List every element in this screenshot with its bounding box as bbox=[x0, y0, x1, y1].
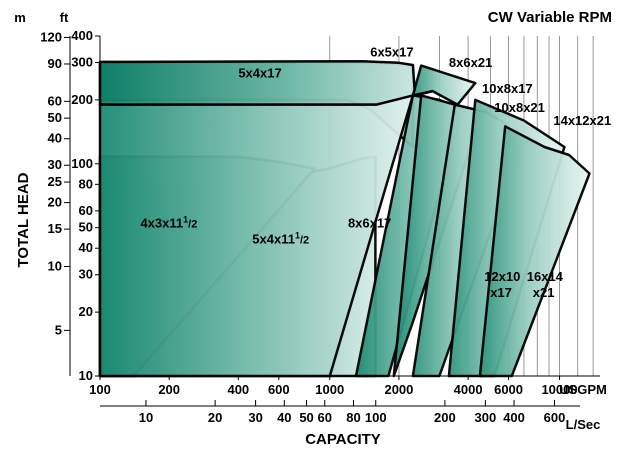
m-tick-label: 5 bbox=[55, 322, 62, 337]
usgpm-tick-label: 100 bbox=[89, 382, 111, 397]
axes: 120 90 60 50 40 30 25 20 15 10 5 400 300 200 100 80 60 50… bbox=[40, 28, 600, 425]
curve-label: 5x4x111/2 bbox=[252, 231, 309, 247]
lsec-tick-label: 400 bbox=[503, 410, 525, 425]
ft-tick-label: 40 bbox=[79, 240, 93, 255]
curve-label: 8x6x17 bbox=[348, 216, 391, 231]
curve-label: 14x12x21 bbox=[553, 113, 611, 128]
lsec-tick-label: 300 bbox=[475, 410, 497, 425]
lsec-tick-label: 40 bbox=[277, 410, 291, 425]
curve-label: 6x5x17 bbox=[370, 45, 413, 60]
curve-label-line2: x21 bbox=[533, 285, 555, 300]
m-tick-label: 90 bbox=[48, 56, 62, 71]
y-left-unit: m bbox=[14, 10, 26, 25]
lsec-tick-label: 20 bbox=[208, 410, 222, 425]
usgpm-tick-label: 200 bbox=[158, 382, 180, 397]
m-tick-label: 40 bbox=[48, 131, 62, 146]
usgpm-tick-label: 600 bbox=[268, 382, 290, 397]
m-tick-label: 60 bbox=[48, 93, 62, 108]
ft-tick-label: 100 bbox=[71, 156, 93, 171]
usgpm-tick-label: 2000 bbox=[384, 382, 413, 397]
ft-tick-label: 200 bbox=[71, 92, 93, 107]
chart-title: CW Variable RPM bbox=[488, 9, 612, 26]
x-bottom-unit: L/Sec bbox=[566, 417, 601, 432]
m-tick-label: 10 bbox=[48, 258, 62, 273]
m-tick-label: 50 bbox=[48, 110, 62, 125]
usgpm-tick-label: 1000 bbox=[315, 382, 344, 397]
usgpm-tick-label: 400 bbox=[227, 382, 249, 397]
curve-label: 10x8x17 bbox=[482, 81, 533, 96]
curve-8x6x21 bbox=[411, 64, 477, 106]
m-tick-label: 20 bbox=[48, 195, 62, 210]
lsec-tick-label: 10 bbox=[139, 410, 153, 425]
curve-label: 10x8x21 bbox=[494, 100, 545, 115]
usgpm-tick-label: 6000 bbox=[494, 382, 523, 397]
m-tick-label: 15 bbox=[48, 221, 62, 236]
curve-label-line2: x17 bbox=[490, 285, 512, 300]
curve-label: 8x6x21 bbox=[449, 55, 492, 70]
usgpm-tick-label: 4000 bbox=[454, 382, 483, 397]
lsec-tick-label: 80 bbox=[346, 410, 360, 425]
x-axis-title: CAPACITY bbox=[305, 431, 381, 448]
curve-label: 5x4x17 bbox=[238, 65, 281, 80]
ft-tick-label: 10 bbox=[79, 368, 93, 383]
ft-tick-label: 60 bbox=[79, 203, 93, 218]
y-axis-title: TOTAL HEAD bbox=[15, 172, 32, 267]
x-top-unit: USGPM bbox=[559, 382, 607, 397]
ft-tick-label: 400 bbox=[71, 28, 93, 43]
lsec-tick-label: 50 bbox=[299, 410, 313, 425]
usgpm-tick-label: 10000 bbox=[541, 382, 577, 397]
curve-label: 16x14 bbox=[527, 269, 564, 284]
lsec-tick-label: 600 bbox=[544, 410, 566, 425]
lsec-tick-label: 200 bbox=[434, 410, 456, 425]
ft-tick-label: 80 bbox=[79, 176, 93, 191]
m-tick-label: 25 bbox=[48, 174, 62, 189]
labels: 4x3x111/2 5x4x17 6x5x17 5x4x111/2 8x6x17 8x6x… bbox=[140, 45, 611, 301]
curves bbox=[98, 60, 591, 378]
ft-tick-label: 20 bbox=[79, 304, 93, 319]
y-right-unit: ft bbox=[60, 10, 69, 25]
m-tick-label: 30 bbox=[48, 157, 62, 172]
m-tick-label: 120 bbox=[40, 29, 62, 44]
lsec-tick-label: 30 bbox=[248, 410, 262, 425]
ft-tick-label: 300 bbox=[71, 55, 93, 70]
curve-label: 4x3x111/2 bbox=[140, 215, 197, 231]
ft-tick-label: 50 bbox=[79, 220, 93, 235]
lsec-tick-label: 60 bbox=[318, 410, 332, 425]
ft-tick-label: 30 bbox=[79, 267, 93, 282]
lsec-tick-label: 100 bbox=[365, 410, 387, 425]
curve-label: 12x10 bbox=[484, 269, 520, 284]
